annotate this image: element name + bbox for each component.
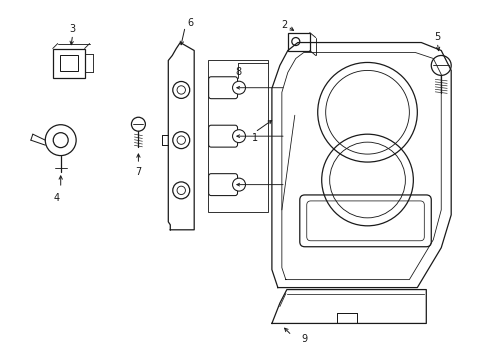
Circle shape xyxy=(232,81,245,94)
Text: 3: 3 xyxy=(69,24,76,33)
Circle shape xyxy=(232,178,245,191)
Text: 6: 6 xyxy=(187,18,193,28)
Text: 7: 7 xyxy=(135,167,141,177)
Bar xyxy=(53,49,84,78)
FancyBboxPatch shape xyxy=(208,174,237,195)
Circle shape xyxy=(232,130,245,143)
FancyBboxPatch shape xyxy=(208,125,237,147)
Text: 1: 1 xyxy=(251,133,258,143)
Bar xyxy=(60,55,78,71)
Text: 8: 8 xyxy=(234,67,241,77)
Text: 5: 5 xyxy=(433,32,440,41)
Bar xyxy=(287,32,309,50)
Text: 9: 9 xyxy=(301,334,307,345)
Text: 4: 4 xyxy=(54,193,60,203)
Bar xyxy=(208,60,267,212)
Text: 2: 2 xyxy=(281,19,287,30)
FancyBboxPatch shape xyxy=(208,77,237,99)
